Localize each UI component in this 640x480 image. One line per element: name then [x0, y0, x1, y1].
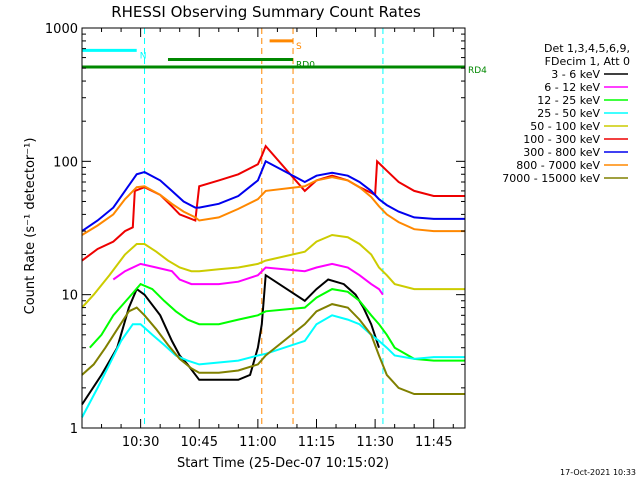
footer-timestamp: 17-Oct-2021 10:33 [560, 468, 636, 477]
x-axis-label: Start Time (25-Dec-07 10:15:02) [177, 456, 389, 471]
chart-title: RHESSI Observing Summary Count Rates [111, 3, 421, 21]
annotation-label-n: N [140, 51, 147, 61]
series-line-1 [112, 262, 384, 296]
legend-header-0: Det 1,3,4,5,6,9, [544, 42, 630, 55]
legend-label-1: 6 - 12 keV [544, 81, 600, 94]
series-line-3 [81, 314, 465, 418]
legend-label-8: 7000 - 15000 keV [502, 172, 600, 185]
x-tick-label-4: 11:30 [356, 435, 393, 450]
y-tick-label-3: 1000 [45, 22, 78, 37]
legend-label-0: 3 - 6 keV [551, 68, 600, 81]
series-line-6 [81, 159, 465, 232]
x-tick-label-2: 11:00 [239, 435, 276, 450]
x-tick-label-5: 11:45 [415, 435, 452, 450]
x-tick-label-3: 11:15 [298, 435, 335, 450]
series-line-8 [81, 303, 465, 395]
annotation-label-rd4: RD4 [468, 66, 487, 76]
legend-label-2: 12 - 25 keV [537, 94, 600, 107]
x-tick-label-0: 10:30 [122, 435, 159, 450]
series-line-5 [81, 144, 465, 262]
series-line-4 [81, 233, 465, 309]
legend-label-7: 800 - 7000 keV [516, 159, 600, 172]
series-line-2 [89, 282, 465, 362]
x-tick-label-1: 10:45 [181, 435, 218, 450]
y-tick-label-0: 1 [70, 422, 78, 437]
series-line-7 [81, 176, 465, 236]
plot-frame [81, 27, 466, 429]
legend-label-3: 25 - 50 keV [537, 107, 600, 120]
legend-label-6: 300 - 800 keV [523, 146, 600, 159]
y-tick-label-1: 10 [61, 289, 78, 304]
legend-label-4: 50 - 100 keV [530, 120, 600, 133]
y-tick-label-2: 100 [53, 155, 78, 170]
legend-label-5: 100 - 300 keV [523, 133, 600, 146]
y-axis-label: Count Rate (s⁻¹ detector⁻¹) [23, 138, 38, 315]
legend: Det 1,3,4,5,6,9,FDecim 1, Att 03 - 6 keV… [502, 42, 630, 185]
legend-header-1: FDecim 1, Att 0 [545, 55, 630, 68]
plot-area: NSRD0RD4110100100010:3010:4511:0011:1511… [45, 22, 487, 450]
annotation-label-s: S [296, 42, 302, 52]
